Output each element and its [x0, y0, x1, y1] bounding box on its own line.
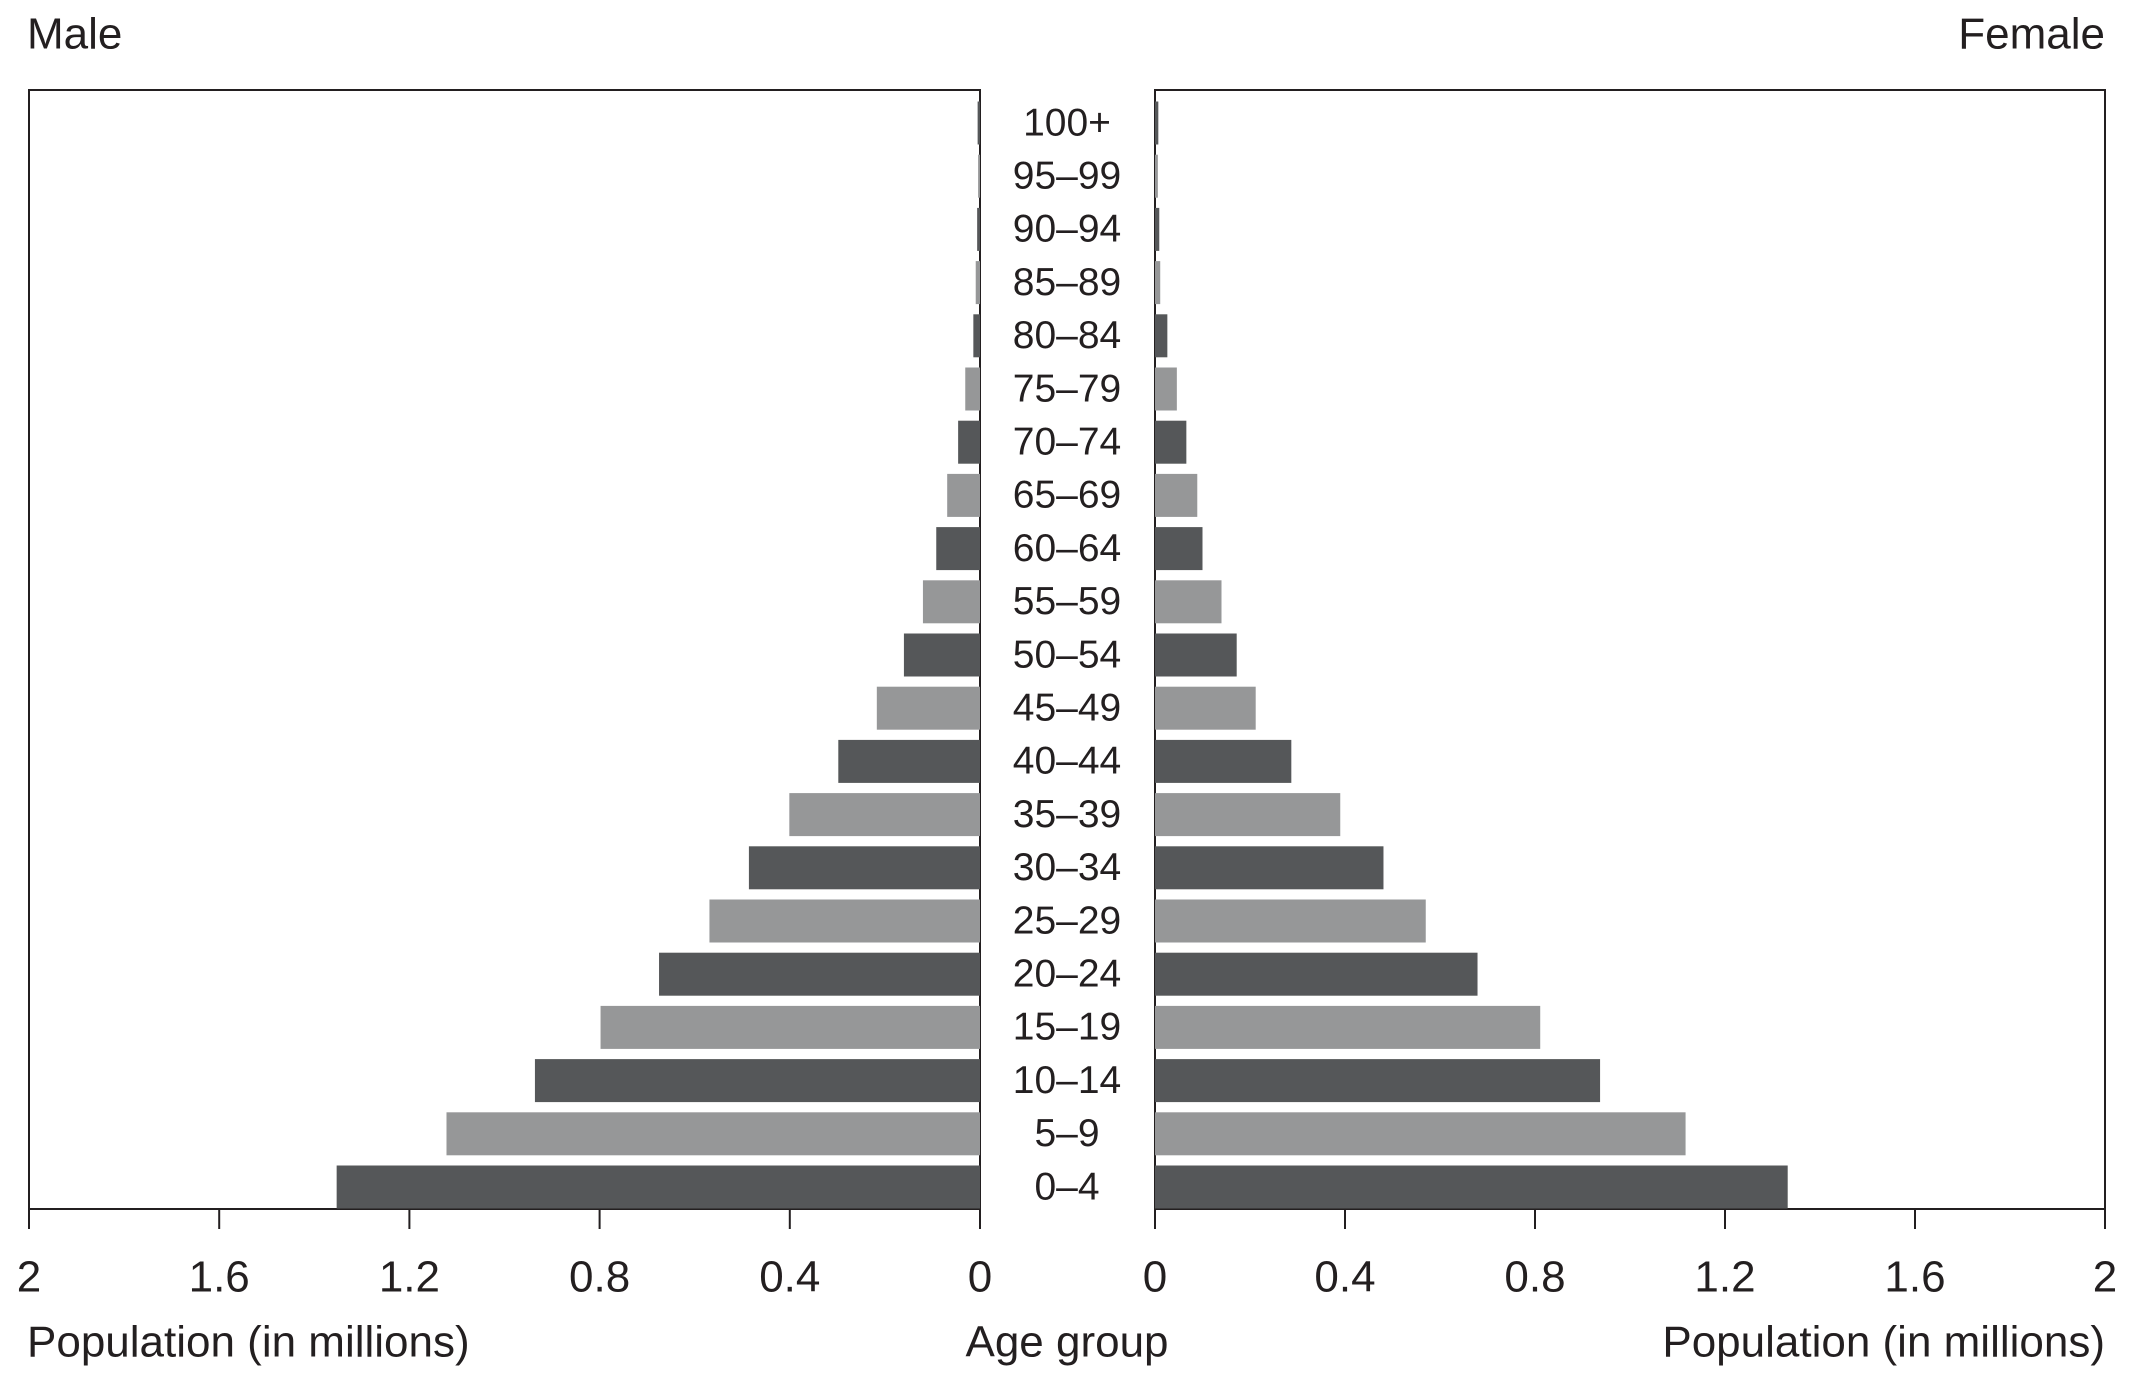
bar: [1155, 846, 1384, 890]
bar: [600, 1005, 980, 1049]
bar: [709, 899, 980, 943]
age-group-label: 25–29: [1013, 899, 1121, 942]
age-group-label: 70–74: [1013, 420, 1121, 463]
bar: [1155, 739, 1292, 783]
bar: [1155, 1005, 1541, 1049]
bar: [446, 1112, 980, 1156]
bar: [1155, 101, 1159, 145]
bar: [958, 420, 980, 464]
bar: [1155, 580, 1222, 624]
bar: [336, 1165, 980, 1209]
bar: [947, 473, 980, 517]
age-group-label: 10–14: [1013, 1059, 1121, 1102]
bar: [1155, 1112, 1686, 1156]
x-tick-label: 2: [2093, 1253, 2117, 1302]
age-group-label: 5–9: [1034, 1112, 1099, 1155]
bar: [973, 314, 980, 358]
x-tick-label: 1.6: [189, 1253, 250, 1302]
age-group-label: 50–54: [1013, 633, 1121, 676]
age-group-label: 55–59: [1013, 580, 1121, 623]
male-label: Male: [27, 10, 122, 59]
bar: [748, 846, 980, 890]
age-group-label: 15–19: [1013, 1006, 1121, 1049]
bar: [1155, 633, 1237, 677]
age-group-label: 30–34: [1013, 846, 1121, 889]
bar: [838, 739, 980, 783]
bar: [977, 207, 980, 251]
bar: [1155, 473, 1198, 517]
bar: [977, 101, 980, 145]
bar: [975, 261, 980, 305]
center-axis-title: Age group: [965, 1318, 1168, 1367]
age-group-label: 95–99: [1013, 154, 1121, 197]
bar: [978, 154, 980, 198]
bar: [534, 1059, 980, 1103]
x-tick-label: 0.8: [1504, 1253, 1565, 1302]
x-tick-label: 2: [17, 1253, 41, 1302]
x-axis-title-left: Population (in millions): [27, 1318, 470, 1367]
x-tick-label: 0.4: [1314, 1253, 1375, 1302]
bar: [1155, 686, 1256, 730]
bar: [1155, 314, 1168, 358]
bar: [1155, 154, 1158, 198]
bar: [1155, 793, 1341, 837]
bar: [1155, 527, 1203, 571]
bar: [936, 527, 980, 571]
age-group-label: 35–39: [1013, 793, 1121, 836]
female-label: Female: [1958, 10, 2105, 59]
x-tick-label: 1.6: [1884, 1253, 1945, 1302]
age-group-label: 100+: [1023, 101, 1111, 144]
x-tick-label: 0.8: [569, 1253, 630, 1302]
x-tick-label: 1.2: [379, 1253, 440, 1302]
bar: [1155, 899, 1426, 943]
bar: [1155, 420, 1187, 464]
age-group-label: 40–44: [1013, 740, 1121, 783]
age-group-label: 90–94: [1013, 208, 1121, 251]
x-tick-label: 0: [1143, 1253, 1167, 1302]
bar: [922, 580, 980, 624]
bar: [1155, 207, 1160, 251]
x-tick-label: 0: [968, 1253, 992, 1302]
age-group-label: 80–84: [1013, 314, 1121, 357]
bar: [659, 952, 980, 996]
age-group-label: 0–4: [1034, 1165, 1099, 1208]
bar: [789, 793, 980, 837]
bar: [1155, 1059, 1601, 1103]
bar: [1155, 1165, 1788, 1209]
age-group-label: 65–69: [1013, 474, 1121, 517]
bar: [876, 686, 980, 730]
bar: [1155, 261, 1161, 305]
bar: [1155, 367, 1177, 411]
x-axis-title-right: Population (in millions): [1662, 1318, 2105, 1367]
age-group-label: 20–24: [1013, 952, 1121, 995]
bar: [903, 633, 980, 677]
age-group-label: 60–64: [1013, 527, 1121, 570]
age-group-label: 85–89: [1013, 261, 1121, 304]
bar: [965, 367, 980, 411]
age-group-label: 75–79: [1013, 367, 1121, 410]
age-group-label: 45–49: [1013, 686, 1121, 729]
bar: [1155, 952, 1478, 996]
x-tick-label: 0.4: [759, 1253, 820, 1302]
x-tick-label: 1.2: [1694, 1253, 1755, 1302]
